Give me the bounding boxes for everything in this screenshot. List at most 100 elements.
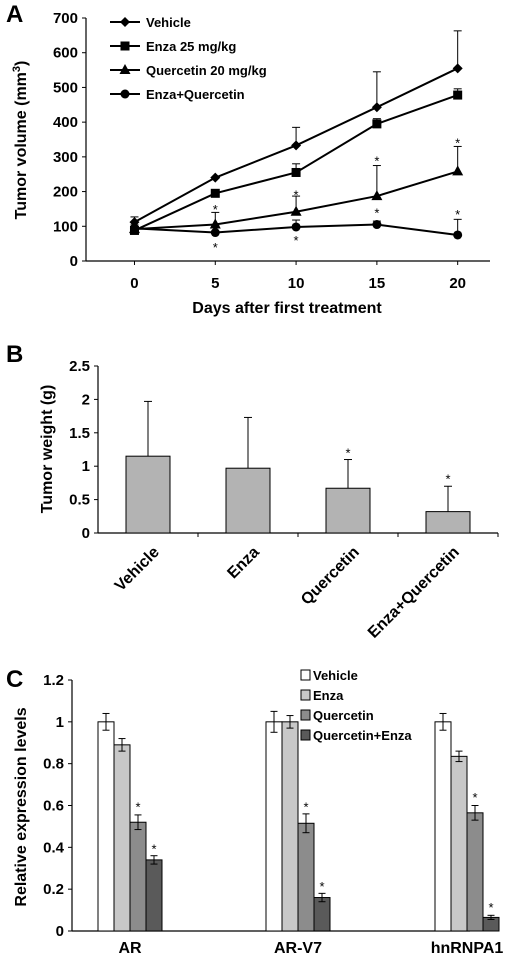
panel-b-error-bars	[144, 400, 452, 512]
panel-c-legend-label: Quercetin+Enza	[313, 728, 412, 743]
panel-c-bars	[97, 721, 500, 932]
panel-a-significance: * * * * * * * *	[213, 135, 460, 255]
panel-a-marker	[290, 205, 302, 216]
panel-c-significance-star: *	[135, 800, 140, 815]
panel-c-significance-star: *	[472, 790, 477, 805]
panel-a: A Tumor volume (mm3) Days after first tr…	[6, 1, 490, 317]
panel-b-significance-star: *	[445, 472, 450, 487]
panel-c-bar	[145, 859, 163, 932]
panel-a-marker	[372, 220, 382, 230]
panel-a-legend-label: Enza 25 mg/kg	[146, 39, 236, 54]
panel-c-category-label: hnRNPA1	[431, 940, 504, 957]
panel-c-significance-star: *	[319, 879, 324, 894]
panel-c-category-label: AR-V7	[274, 940, 322, 957]
panel-a-y-tick-label: 400	[53, 114, 78, 131]
panel-c-y-tick-label: 1	[56, 714, 64, 731]
panel-c-legend-label: Vehicle	[313, 668, 358, 683]
panel-a-marker	[371, 190, 383, 201]
panel-c-bar	[466, 812, 484, 932]
panel-c-legend-swatch	[300, 729, 311, 741]
panel-a-x-tick-label: 5	[211, 275, 219, 292]
panel-c-significance-star: *	[303, 800, 308, 815]
panel-c: C Relative expression levels 0 0.2 0.4 0.6 0…	[6, 666, 503, 957]
panel-c-bar	[281, 721, 299, 932]
panel-a-y-tick-label: 200	[53, 184, 78, 201]
panel-b-y-tick-label: 2	[82, 391, 90, 408]
panel-b: B Tumor weight (g) 00.511.522.5 ** Vehic…	[6, 341, 499, 642]
panel-c-y-tick-label: 0	[56, 923, 64, 940]
panel-b-label: B	[6, 341, 23, 368]
panel-a-x-tick-label: 15	[369, 275, 386, 292]
panel-a-y-tick-label: 500	[53, 79, 78, 96]
panel-a-legend-marker	[120, 41, 130, 51]
panel-a-legend-marker	[119, 64, 131, 74]
panel-c-significance-star: *	[488, 900, 493, 915]
panel-b-y-tick-label: 0.5	[69, 492, 90, 509]
panel-c-label: C	[6, 666, 23, 693]
panel-c-ylabel: Relative expression levels	[13, 707, 30, 906]
panel-c-bar	[129, 821, 147, 932]
panel-c-legend-swatch	[300, 709, 311, 721]
panel-c-y-tick-label: 0.8	[43, 756, 64, 773]
panel-b-significance: **	[345, 446, 450, 487]
panel-a-significance-star: *	[213, 202, 218, 217]
panel-a-marker	[210, 172, 221, 183]
panel-c-y-tick-label: 0.2	[43, 881, 64, 898]
panel-a-marker	[452, 63, 463, 74]
panel-a-axes: 0 100 200 300 400 500 600 700 0 5 10 15 20	[53, 10, 490, 292]
panel-c-legend-label: Enza	[313, 688, 344, 703]
panel-c-bar	[313, 897, 331, 932]
panel-c-y-tick-label: 0.6	[43, 798, 64, 815]
panel-b-bar	[325, 487, 371, 534]
panel-a-marker	[129, 223, 139, 233]
panel-a-significance-star: *	[213, 240, 218, 255]
panel-a-markers	[128, 63, 464, 240]
panel-a-significance-star: *	[374, 205, 379, 220]
panel-a-legend-label: Quercetin 20 mg/kg	[146, 63, 267, 78]
panel-b-bar	[425, 511, 471, 534]
panel-a-x-tick-label: 10	[288, 275, 305, 292]
panel-b-significance-star: *	[345, 446, 350, 461]
panel-b-category-label: Enza	[224, 544, 262, 582]
panel-a-significance-star: *	[374, 153, 379, 168]
panel-a-marker	[291, 140, 302, 151]
panel-b-ylabel: Tumor weight (g)	[39, 385, 56, 514]
panel-c-bar	[265, 721, 283, 932]
panel-a-significance-star: *	[294, 233, 299, 248]
panel-b-y-tick-label: 2.5	[69, 358, 90, 375]
panel-b-category-label: Enza+Quercetin	[365, 544, 463, 642]
panel-a-marker	[291, 222, 301, 232]
panel-a-x-tick-label: 0	[130, 275, 138, 292]
panel-b-category-label: Vehicle	[112, 544, 163, 595]
panel-c-bar	[113, 744, 131, 932]
panel-c-bar	[297, 822, 315, 932]
panel-a-xlabel: Days after first treatment	[192, 300, 382, 317]
panel-c-y-tick-label: 0.4	[43, 839, 65, 856]
panel-b-axes: 0 0.5 1 1.5 2 2.5	[69, 358, 499, 542]
panel-a-x-tick-label: 20	[449, 275, 466, 292]
panel-b-bar	[225, 467, 271, 534]
panel-c-y-tick-label: 1.2	[43, 672, 64, 689]
panel-a-legend-label: Vehicle	[146, 15, 191, 30]
panel-b-y-tick-label: 1	[82, 458, 90, 475]
panel-a-significance-star: *	[455, 135, 460, 150]
panel-a-marker	[209, 218, 221, 229]
panel-b-y-tick-label: 0	[82, 525, 90, 542]
panel-a-legend-label: Enza+Quercetin	[146, 87, 245, 102]
panel-a-marker	[371, 102, 382, 113]
panel-b-bars	[125, 455, 471, 534]
panel-c-legend: Vehicle Enza Quercetin Quercetin+Enza	[300, 668, 412, 743]
panel-b-category-label: Quercetin	[298, 544, 363, 609]
panel-a-significance-star: *	[294, 187, 299, 202]
panel-a-y-tick-label: 300	[53, 149, 78, 166]
panel-b-bar	[125, 455, 171, 534]
panel-a-marker	[210, 228, 220, 238]
panel-a-ylabel: Tumor volume (mm3)	[11, 61, 30, 220]
panel-c-legend-swatch	[300, 669, 311, 681]
panel-a-marker	[453, 230, 463, 240]
panel-a-marker	[291, 167, 301, 177]
panel-a-marker	[129, 217, 140, 228]
panel-a-marker	[372, 119, 382, 129]
panel-a-y-tick-label: 600	[53, 45, 78, 62]
